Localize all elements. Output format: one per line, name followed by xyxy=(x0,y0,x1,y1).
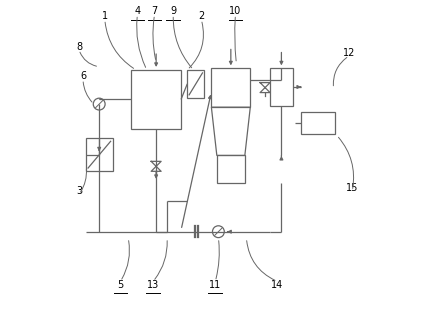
Bar xyxy=(217,155,245,183)
Text: 4: 4 xyxy=(134,6,140,16)
Bar xyxy=(211,68,250,107)
Text: 14: 14 xyxy=(272,279,284,290)
Text: 9: 9 xyxy=(170,6,176,16)
Bar xyxy=(131,70,181,129)
Bar xyxy=(270,68,293,106)
Text: 15: 15 xyxy=(346,183,358,193)
Text: 2: 2 xyxy=(198,11,204,21)
Text: 6: 6 xyxy=(80,71,86,81)
Text: 10: 10 xyxy=(229,6,241,16)
Text: 3: 3 xyxy=(76,186,82,196)
Bar xyxy=(86,138,113,171)
Bar xyxy=(187,70,204,98)
Text: 11: 11 xyxy=(209,279,222,290)
Text: 12: 12 xyxy=(343,48,355,58)
Text: 8: 8 xyxy=(76,41,82,51)
Text: 7: 7 xyxy=(152,6,158,16)
Text: 5: 5 xyxy=(117,279,124,290)
Text: 13: 13 xyxy=(147,279,159,290)
Bar xyxy=(301,112,335,134)
Text: 1: 1 xyxy=(102,11,108,21)
